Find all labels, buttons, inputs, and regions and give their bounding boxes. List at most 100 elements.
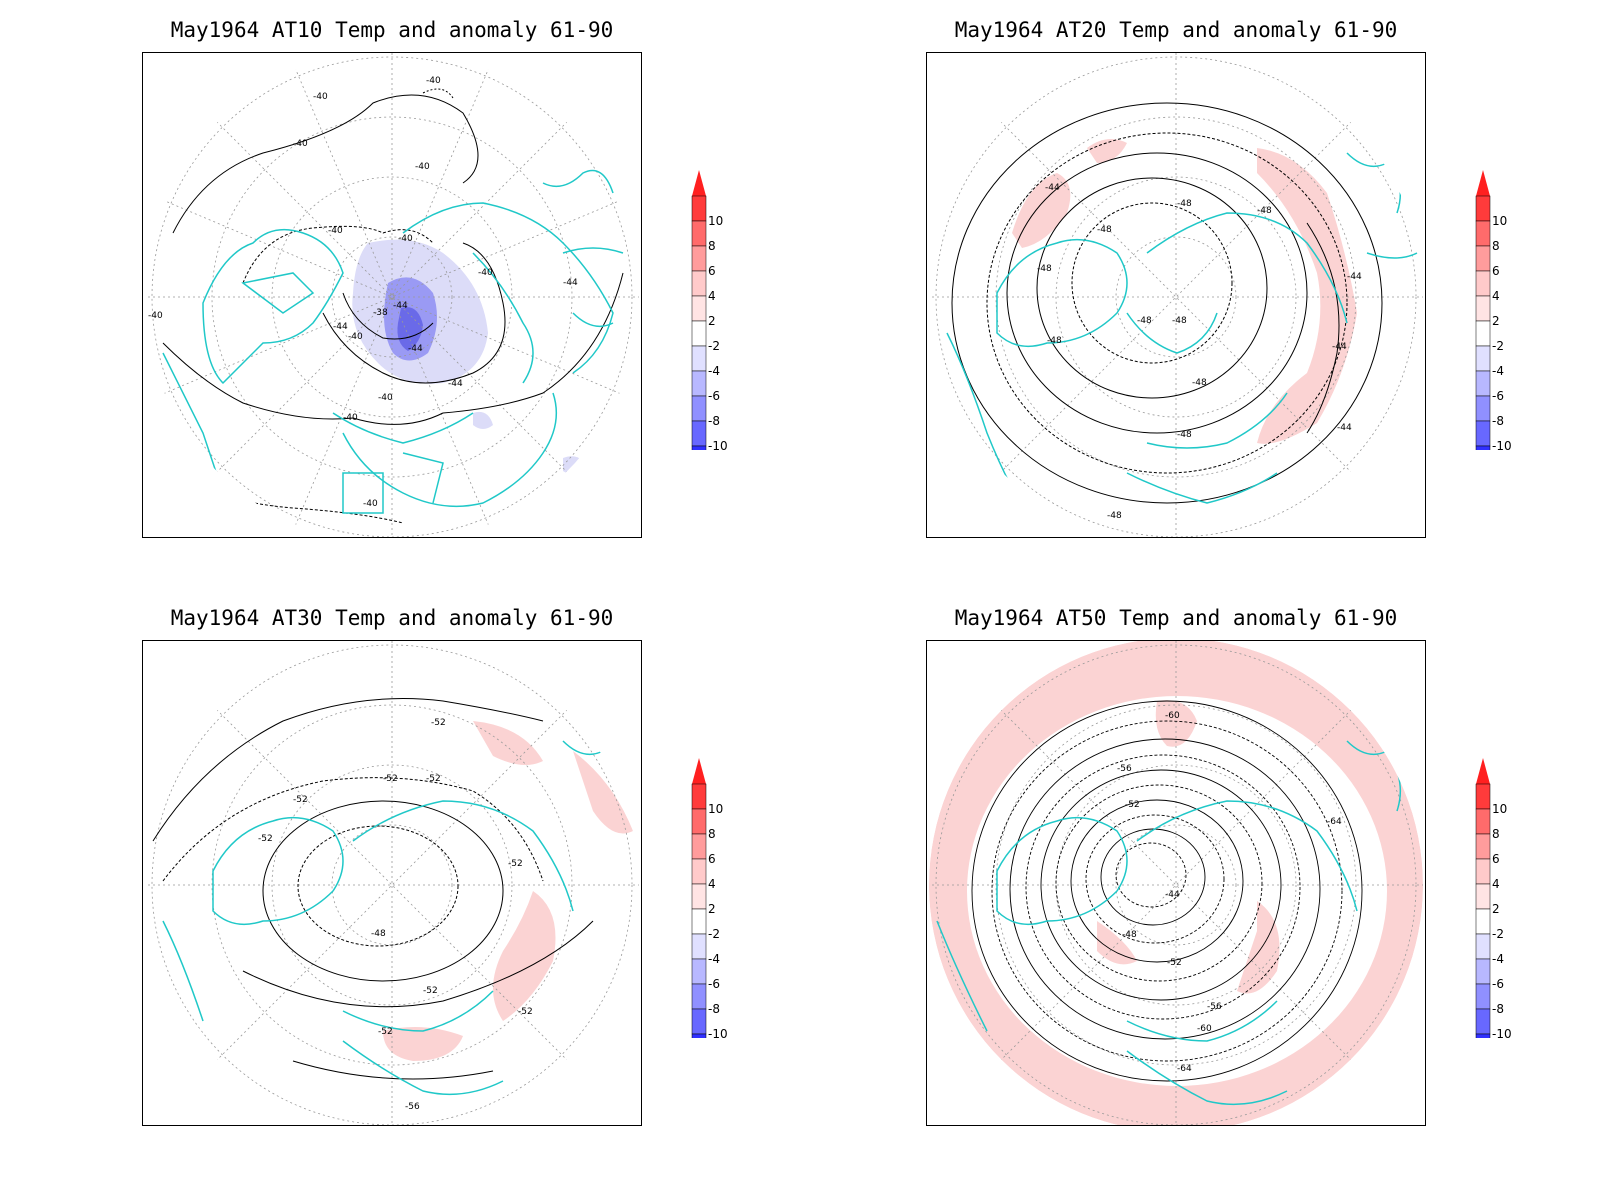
colorbar-swatch — [1475, 395, 1491, 422]
warm-anomaly-region — [1257, 148, 1357, 444]
contour-label: -40 — [415, 162, 430, 172]
contour-labels: -60 -56 -52 -64 -44 -48 -52 -56 -60 -64 — [1117, 711, 1342, 1074]
lat-lon-grid — [929, 53, 1423, 537]
contour-label: -48 — [1172, 316, 1187, 326]
colorbar-graphic — [1475, 170, 1491, 497]
colorbar-swatch — [1475, 833, 1491, 860]
colorbar-swatch — [691, 933, 707, 960]
colorbar-swatch — [1475, 808, 1491, 835]
colorbar-tick-label: 2 — [1492, 902, 1500, 916]
contour-label: -38 — [373, 308, 388, 318]
colorbar-swatch — [691, 320, 707, 347]
cold-anomaly-region-small2 — [563, 456, 588, 476]
colorbar-tick-label: -8 — [1492, 414, 1504, 428]
contour-label: -48 — [1177, 430, 1192, 440]
isotherm-contours — [162, 88, 624, 524]
contour-label: -52 — [426, 774, 441, 784]
colorbar-tick-label: -8 — [1492, 1002, 1504, 1016]
colorbar-arrow-up — [1476, 170, 1490, 196]
colorbar-graphic — [691, 758, 707, 1085]
colorbar-tick-label: -2 — [708, 339, 720, 353]
colorbar-swatch — [691, 195, 707, 222]
contour-label: -40 — [478, 268, 493, 278]
colorbar-swatch — [691, 345, 707, 372]
contour-label: -40 — [313, 92, 328, 102]
colorbar-swatch — [1475, 858, 1491, 885]
contour-label: -40 — [378, 393, 393, 403]
colorbar-tick-label: 4 — [1492, 289, 1500, 303]
map-panel-at50: -60 -56 -52 -64 -44 -48 -52 -56 -60 -64 — [926, 640, 1426, 1126]
warm-anomaly-region — [383, 1027, 463, 1061]
colorbar-tick-label: -10 — [1492, 439, 1512, 453]
colorbar-tick-label: -8 — [708, 1002, 720, 1016]
colorbar-at50: 10 8 6 4 2 -2 -4 -6 -8 -10 — [1474, 758, 1534, 1085]
contour-label: -56 — [1117, 764, 1132, 774]
colorbar-swatch — [691, 270, 707, 297]
colorbar-tick-label: 10 — [708, 214, 724, 228]
polar-map-at10: -40 -40 -40 -40 -40 -40 -40 -40 -44 -44 … — [145, 53, 639, 537]
contour-label: -52 — [293, 795, 308, 805]
colorbar-tick-label: -6 — [1492, 389, 1504, 403]
map-panel-at30: -52 -52 -52 -52 -52 -48 -52 -52 -52 -52 … — [142, 640, 642, 1126]
colorbar-swatch — [691, 883, 707, 910]
colorbar-tick-label: -4 — [1492, 364, 1504, 378]
warm-anomaly-region — [1155, 700, 1197, 747]
polar-map-at30: -52 -52 -52 -52 -52 -48 -52 -52 -52 -52 … — [145, 641, 639, 1125]
colorbar-swatch — [1475, 883, 1491, 910]
coastlines — [162, 740, 604, 1096]
colorbar-tick-label: -2 — [1492, 927, 1504, 941]
contour-label: -40 — [348, 332, 363, 342]
colorbar-swatch — [691, 783, 707, 810]
colorbar-swatch — [691, 445, 707, 472]
colorbar-swatch — [1475, 783, 1491, 810]
contour-label: -48 — [1037, 264, 1052, 274]
colorbar-swatch — [691, 858, 707, 885]
contour-label: -48 — [1047, 336, 1062, 346]
contour-label: -56 — [405, 1102, 420, 1112]
contour-label: -60 — [1165, 711, 1180, 721]
colorbar-swatch — [1475, 420, 1491, 447]
colorbar-tick-label: -10 — [708, 1027, 728, 1041]
colorbar-tick-label: -4 — [708, 364, 720, 378]
colorbar-swatch — [691, 1008, 707, 1035]
colorbar-at30: 10 8 6 4 2 -2 -4 -6 -8 -10 — [690, 758, 750, 1085]
colorbar-swatch — [1475, 270, 1491, 297]
colorbar-swatch — [1475, 983, 1491, 1010]
colorbar-swatch — [1475, 908, 1491, 935]
colorbar-swatch — [691, 958, 707, 985]
colorbar-tick-label: 4 — [1492, 877, 1500, 891]
colorbar-tick-label: 10 — [708, 802, 724, 816]
contour-label: -52 — [431, 718, 446, 728]
colorbar-swatch — [691, 983, 707, 1010]
colorbar-swatch — [691, 395, 707, 422]
colorbar-arrow-up — [692, 758, 706, 784]
polar-map-at50: -60 -56 -52 -64 -44 -48 -52 -56 -60 -64 — [929, 641, 1423, 1125]
colorbar-swatch — [1475, 445, 1491, 472]
colorbar-tick-label: -6 — [1492, 977, 1504, 991]
colorbar-swatch — [1475, 245, 1491, 272]
panel-title-at30: May1964 AT30 Temp and anomaly 61-90 — [170, 606, 614, 630]
cold-anomaly-region-small — [473, 411, 493, 429]
colorbar-tick-label: -4 — [708, 952, 720, 966]
contour-label: -56 — [1207, 1002, 1222, 1012]
colorbar-swatch — [1475, 1008, 1491, 1035]
colorbar-tick-label: 6 — [708, 264, 716, 278]
contour-label: -64 — [1177, 1064, 1192, 1074]
colorbar-swatch — [691, 220, 707, 247]
colorbar-swatch — [1475, 933, 1491, 960]
colorbar-swatch — [1475, 958, 1491, 985]
colorbar-tick-label: -4 — [1492, 952, 1504, 966]
colorbar-tick-label: 2 — [708, 902, 716, 916]
contour-label: -40 — [328, 226, 343, 236]
colorbar-swatch — [691, 1033, 707, 1060]
colorbar-swatch — [1475, 1033, 1491, 1060]
contour-label: -44 — [1045, 183, 1060, 193]
colorbar-swatch — [1475, 195, 1491, 222]
contour-label: -60 — [1197, 1024, 1212, 1034]
contour-label: -40 — [426, 76, 441, 86]
contour-label: -64 — [1327, 817, 1342, 827]
isotherm-contours — [951, 102, 1383, 504]
colorbar-at20: 10 8 6 4 2 -2 -4 -6 -8 -10 — [1474, 170, 1534, 497]
contour-label: -48 — [1097, 225, 1112, 235]
coastlines — [936, 740, 1402, 1106]
